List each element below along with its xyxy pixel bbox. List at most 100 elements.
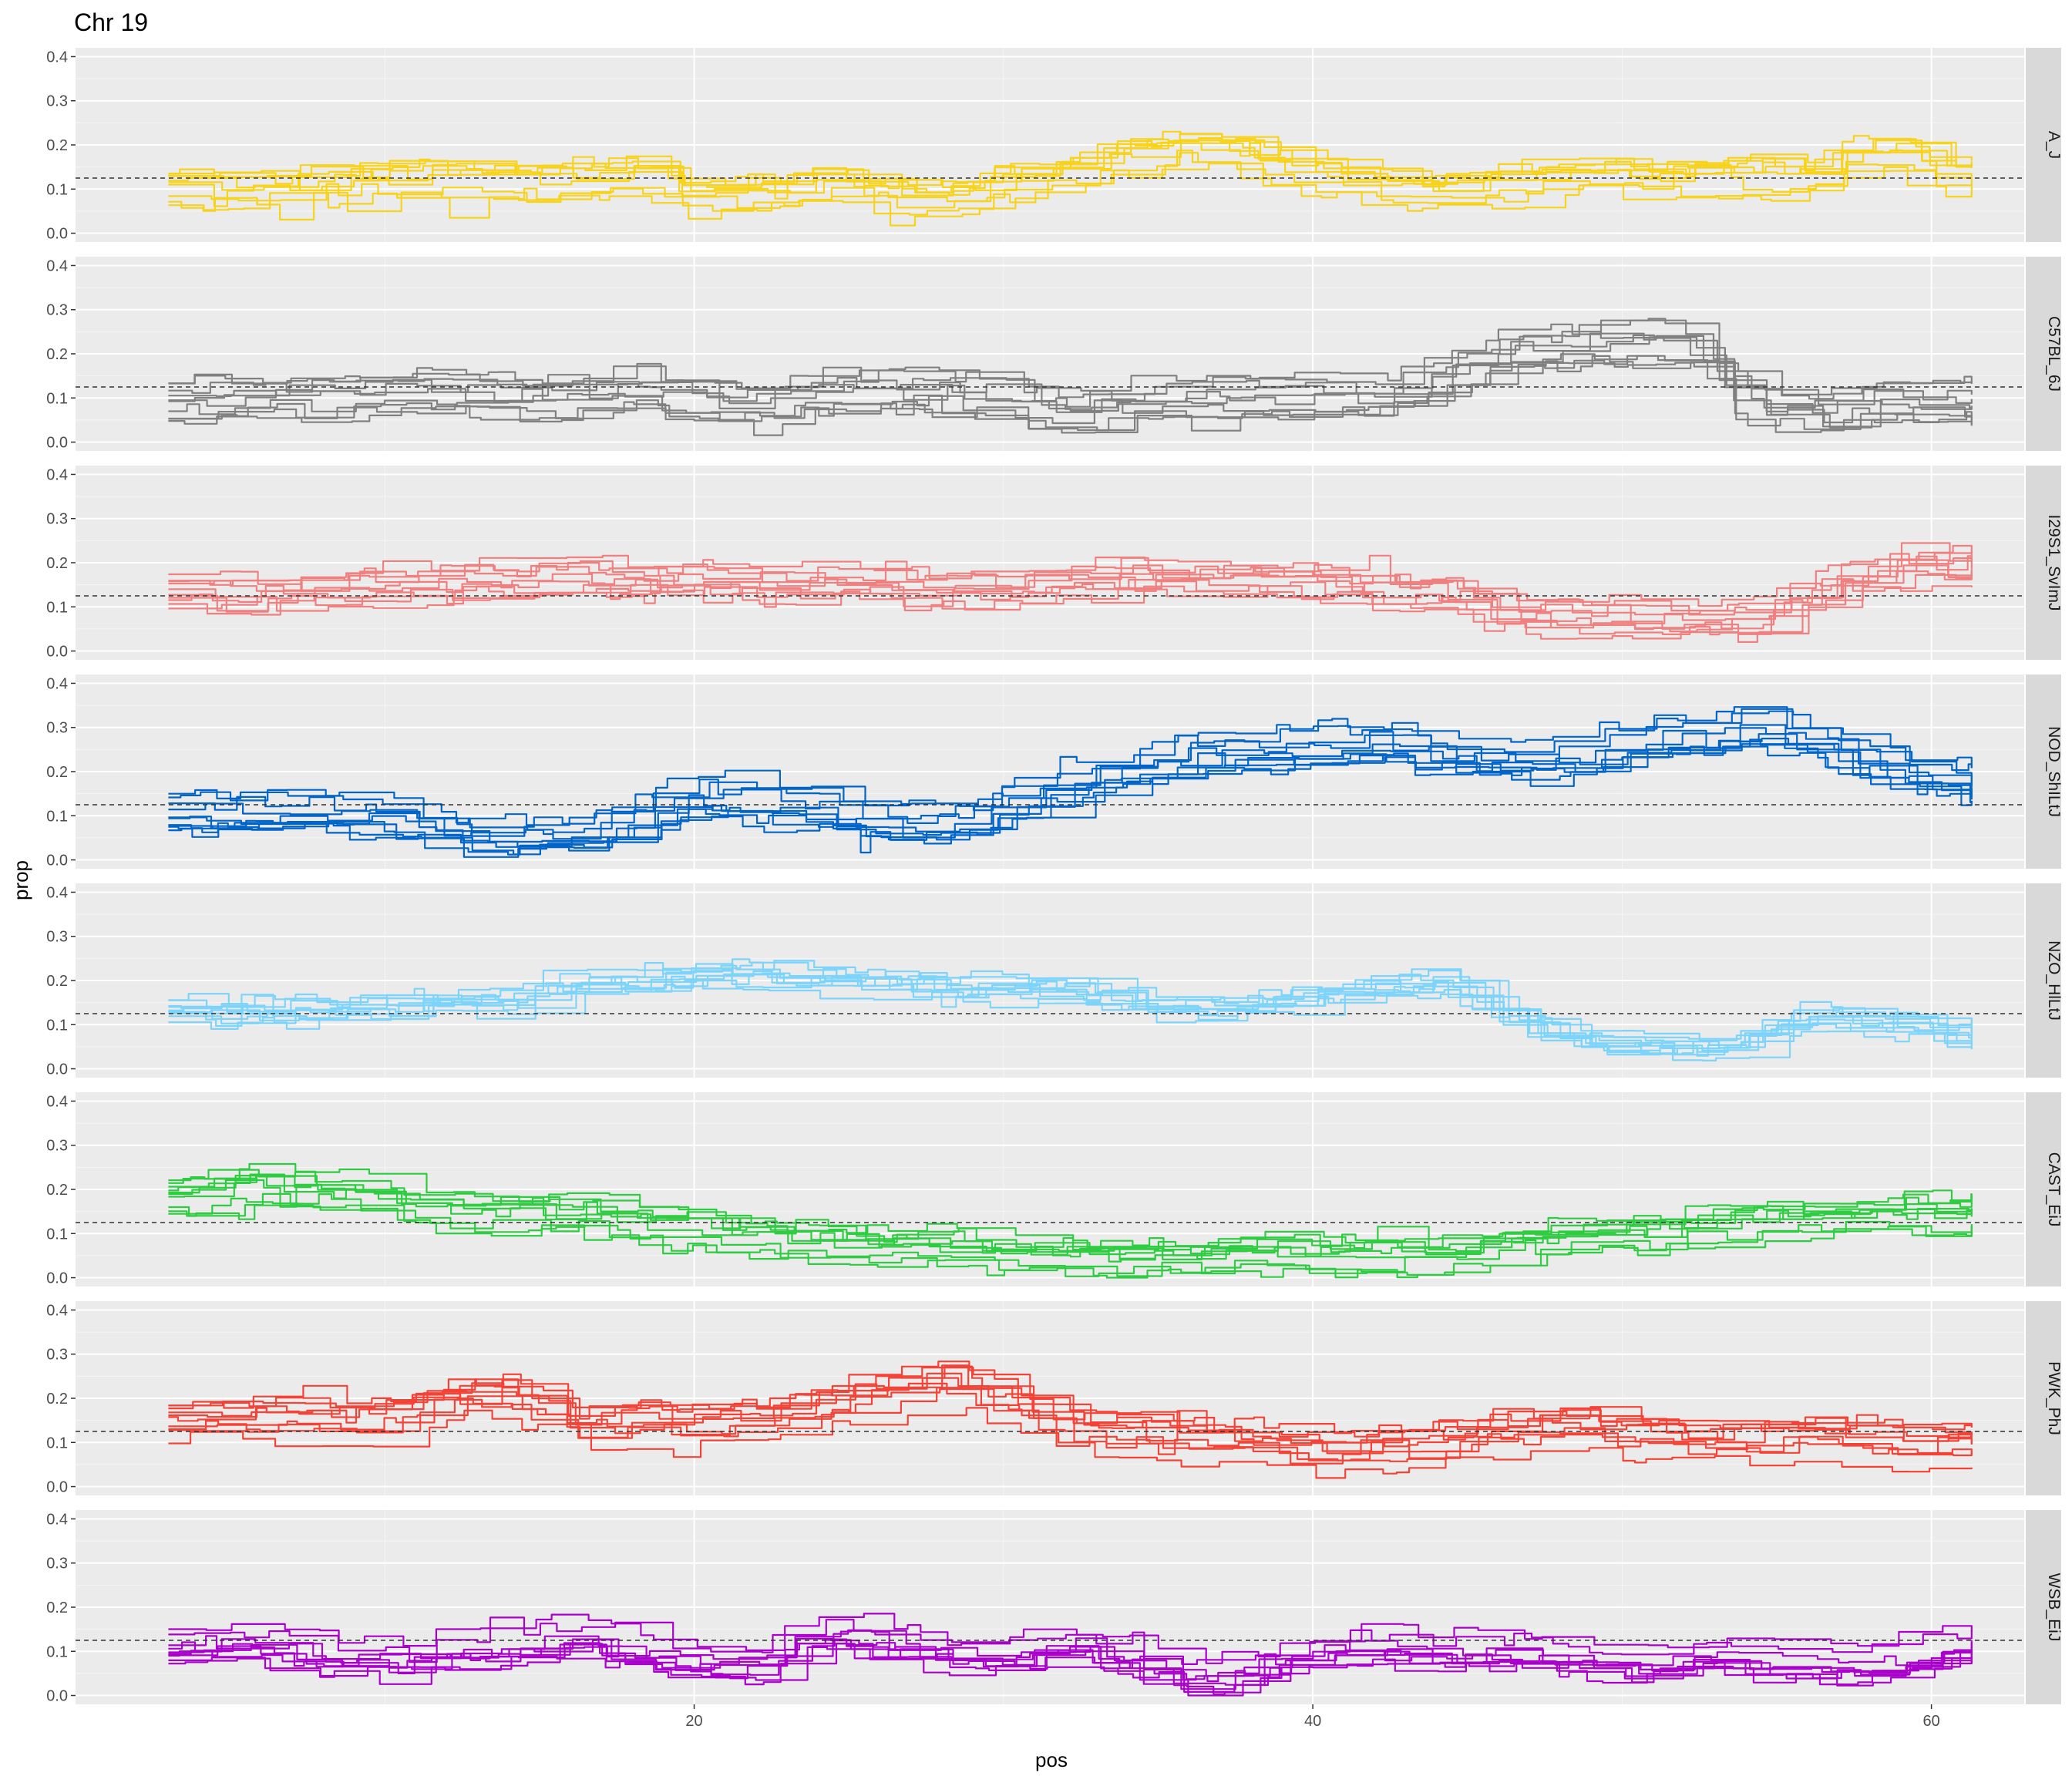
series-line-a-j-8 [168,152,1973,227]
series-line-c57bl-6j-9 [168,318,1973,399]
y-tick-label: 0.3 [46,1347,68,1364]
y-tick-label: 0.4 [46,1093,68,1110]
y-tick-label: 0.0 [46,644,68,661]
y-tick-label: 0.2 [46,764,68,781]
x-tick-label: 40 [1304,1713,1321,1730]
y-tick-label: 0.0 [46,1479,68,1496]
series-line-wsb-eij-10 [168,1639,1973,1690]
series-line-wsb-eij-8 [168,1613,1973,1664]
series-line-nod-shiltj-7 [168,727,1973,840]
series-line-nzo-hlltj-10 [168,964,1973,1053]
facet-strip-label: I29S1_SvImJ [2045,515,2063,611]
series-line-cast-eij-8 [168,1204,1973,1277]
y-tick-label: 0.2 [46,1599,68,1616]
y-tick-label: 0.2 [46,137,68,154]
y-tick-label: 0.2 [46,1182,68,1199]
y-tick-label: 0.3 [46,302,68,319]
facet-strip [2026,1092,2061,1287]
y-tick-label: 0.0 [46,1688,68,1705]
y-tick-label: 0.4 [46,675,68,692]
y-tick-label: 0.1 [46,808,68,825]
panel-pwk-phj: 0.0 0.1 0.2 0.3 0.4 PWK_PhJ [46,1301,2063,1496]
series-line-cast-eij-9 [168,1169,1973,1251]
series-line-pwk-phj-7 [168,1377,1973,1455]
y-tick-label: 0.1 [46,599,68,616]
series-line-cast-eij-10 [168,1173,1973,1263]
y-tick-label: 0.2 [46,1391,68,1408]
y-tick-label: 0.3 [46,1556,68,1572]
series-line-i29s1-svimj-9 [168,553,1973,617]
series-line-i29s1-svimj-4 [168,585,1973,643]
series-line-c57bl-6j-1 [168,355,1973,432]
panel-wsb-eij: 0.0 0.1 0.2 0.3 0.4 WSB_EiJ [46,1510,2063,1705]
series-line-c57bl-6j-8 [168,355,1973,436]
facet-strip-label: NZO_HlLtJ [2045,940,2063,1021]
x-axis-title: pos [1035,1748,1068,1771]
y-tick-label: 0.3 [46,511,68,528]
series-line-nod-shiltj-10 [168,743,1973,856]
x-axis: 20 40 60 [685,1704,1940,1730]
y-axis-title: prop [9,860,32,900]
y-tick-label: 0.3 [46,720,68,737]
x-tick-label: 20 [685,1713,702,1730]
y-tick-label: 0.3 [46,93,68,110]
facet-strip [2026,48,2061,242]
series-line-cast-eij-7 [168,1175,1973,1260]
facet-strip-label: WSB_EiJ [2045,1573,2063,1642]
y-tick-label: 0.4 [46,1302,68,1319]
y-tick-label: 0.4 [46,49,68,66]
y-tick-label: 0.1 [46,1643,68,1660]
series-line-a-j-4 [168,133,1973,197]
series-line-c57bl-6j-10 [168,336,1973,428]
series-line-i29s1-svimj-3 [168,544,1973,607]
facet-strip [2026,674,2061,869]
y-tick-label: 0.1 [46,1017,68,1034]
y-tick-label: 0.4 [46,466,68,483]
y-tick-label: 0.1 [46,1226,68,1243]
y-tick-label: 0.0 [46,435,68,452]
facet-strip-label: A_J [2045,131,2063,159]
facet-strip-label: PWK_PhJ [2045,1361,2063,1435]
y-tick-label: 0.2 [46,346,68,363]
y-tick-label: 0.1 [46,1435,68,1451]
series-line-a-j-9 [168,162,1973,220]
y-tick-label: 0.4 [46,884,68,901]
series-line-pwk-phj-10 [168,1372,1973,1452]
series-line-c57bl-6j-3 [168,319,1973,400]
series-line-i29s1-svimj-6 [168,549,1973,624]
y-tick-label: 0.0 [46,226,68,243]
facet-strip-label: C57BL_6J [2045,316,2063,392]
series-line-a-j-5 [168,142,1973,203]
facet-strip [2026,257,2061,451]
y-tick-label: 0.3 [46,929,68,946]
series-line-cast-eij-3 [168,1162,1973,1250]
facet-strip [2026,1510,2061,1704]
series-line-i29s1-svimj-10 [168,570,1973,635]
series-line-i29s1-svimj-5 [168,555,1973,621]
y-tick-label: 0.1 [46,181,68,198]
series-line-pwk-phj-4 [168,1387,1973,1462]
series-line-nzo-hlltj-4 [168,972,1973,1055]
facet-strip [2026,883,2061,1078]
panel-cast-eij: 0.0 0.1 0.2 0.3 0.4 CAST_EiJ [46,1092,2063,1287]
series-line-a-j-10 [168,130,1973,200]
y-tick-label: 0.4 [46,257,68,274]
series-line-pwk-phj-9 [168,1407,1973,1479]
series-line-cast-eij-4 [168,1174,1973,1255]
panels: 0.0 0.1 0.2 0.3 0.4 A_J 0.0 0.1 0.2 0.3 0.4 C57BL_6… [46,48,2063,1705]
series-line-nzo-hlltj-8 [168,961,1973,1040]
panel-i29s1-svimj: 0.0 0.1 0.2 0.3 0.4 I29S1_SvImJ [46,466,2063,661]
y-tick-label: 0.1 [46,390,68,407]
panel-nod-shiltj: 0.0 0.1 0.2 0.3 0.4 NOD_ShILtJ [46,674,2063,870]
facet-strip-label: NOD_ShILtJ [2045,726,2063,817]
panel-a-j: 0.0 0.1 0.2 0.3 0.4 A_J [46,48,2063,243]
y-tick-label: 0.0 [46,1061,68,1078]
series-line-pwk-phj-8 [168,1382,1973,1465]
series-line-wsb-eij-7 [168,1643,1973,1695]
facet-strip-label: CAST_EiJ [2045,1152,2063,1227]
facet-strip [2026,466,2061,660]
series-line-wsb-eij-9 [168,1643,1973,1697]
series-line-nod-shiltj-9 [168,738,1973,843]
series-line-i29s1-svimj-2 [168,542,1973,612]
series-line-nod-shiltj-8 [168,708,1973,836]
